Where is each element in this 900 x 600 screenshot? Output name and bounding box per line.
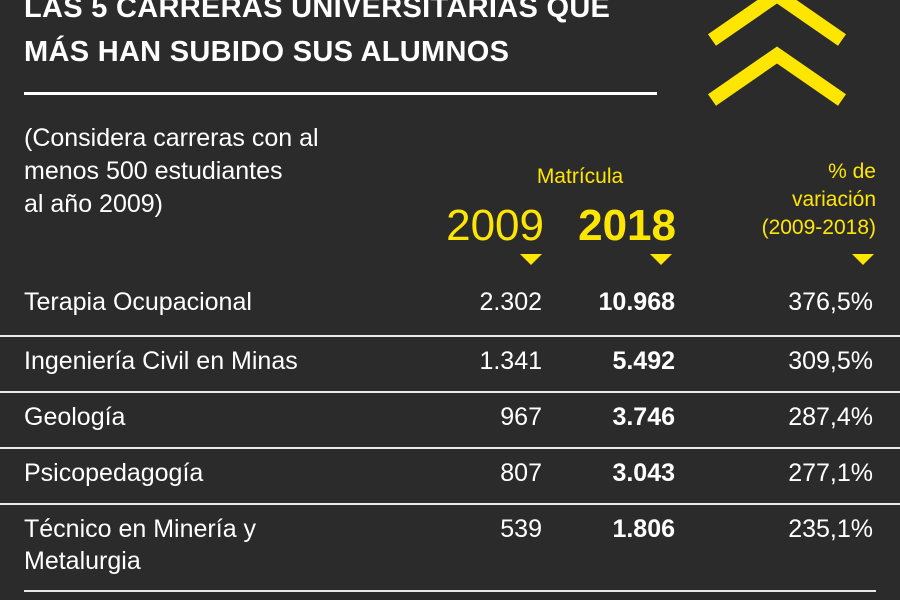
title-divider [24, 92, 657, 95]
table-row: Terapia Ocupacional 2.302 10.968 376,5% [0, 278, 900, 337]
value-2009: 2.302 [479, 288, 542, 316]
triangle-down-icon [852, 254, 874, 265]
career-name: Ingeniería Civil en Minas [24, 345, 404, 377]
note-line-2: menos 500 estudiantes [24, 157, 283, 185]
career-name-line: Terapia Ocupacional [24, 288, 252, 316]
variation-value: 277,1% [788, 459, 873, 487]
table-row: Psicopedagogía 807 3.043 277,1% [0, 449, 900, 505]
variation-value: 309,5% [788, 347, 873, 375]
note-line-1: (Considera carreras con al [24, 124, 319, 152]
variation-value: 287,4% [788, 403, 873, 431]
value-2018: 1.806 [612, 515, 675, 543]
career-name-line: Psicopedagogía [24, 459, 204, 487]
career-name: Psicopedagogía [24, 457, 404, 489]
value-2009: 807 [500, 459, 542, 487]
chart-title: LAS 5 CARRERAS UNIVERSITARIAS QUE MÁS HA… [24, 0, 664, 74]
selection-note: (Considera carreras con al menos 500 est… [24, 122, 384, 221]
double-chevron-up-icon [708, 0, 846, 106]
value-2018: 3.746 [612, 403, 675, 431]
career-name: Geología [24, 401, 404, 433]
triangle-down-icon [650, 254, 672, 265]
value-2018: 5.492 [612, 347, 675, 375]
value-2018: 10.968 [598, 288, 675, 316]
variation-value: 235,1% [788, 515, 873, 543]
column-header-2009: 2009 [446, 201, 544, 250]
title-line-1: LAS 5 CARRERAS UNIVERSITARIAS QUE [24, 0, 611, 24]
career-name-line: Geología [24, 403, 126, 431]
value-2009: 539 [500, 515, 542, 543]
title-line-2: MÁS HAN SUBIDO SUS ALUMNOS [24, 36, 510, 68]
variation-header-line-3: (2009-2018) [761, 216, 876, 239]
value-2009: 1.341 [479, 347, 542, 375]
table-row: Geología 967 3.746 287,4% [0, 393, 900, 449]
career-name-line: Técnico en Minería y [24, 515, 257, 543]
variation-header-line-2: variación [791, 188, 876, 211]
table-bottom-divider [24, 590, 876, 592]
career-name: Terapia Ocupacional [24, 286, 404, 318]
table-row: Ingeniería Civil en Minas 1.341 5.492 309,5… [0, 337, 900, 393]
career-name-line: Metalurgia [24, 547, 141, 575]
column-header-variation: % de variación (2009-2018) [690, 158, 876, 242]
variation-header-line-1: % de [828, 160, 876, 183]
table-row: Técnico en Minería y Metalurgia 539 1.806 23… [0, 505, 900, 595]
group-header-matricula: Matrícula [536, 165, 624, 188]
variation-value: 376,5% [788, 288, 873, 316]
triangle-down-icon [520, 254, 542, 265]
value-2009: 967 [500, 403, 542, 431]
note-line-3: al año 2009) [24, 190, 164, 218]
column-header-2018: 2018 [578, 201, 676, 250]
career-name-line: Ingeniería Civil en Minas [24, 347, 298, 375]
career-name: Técnico en Minería y Metalurgia [24, 513, 404, 577]
value-2018: 3.043 [612, 459, 675, 487]
data-table: Terapia Ocupacional 2.302 10.968 376,5% Inge… [0, 278, 900, 595]
